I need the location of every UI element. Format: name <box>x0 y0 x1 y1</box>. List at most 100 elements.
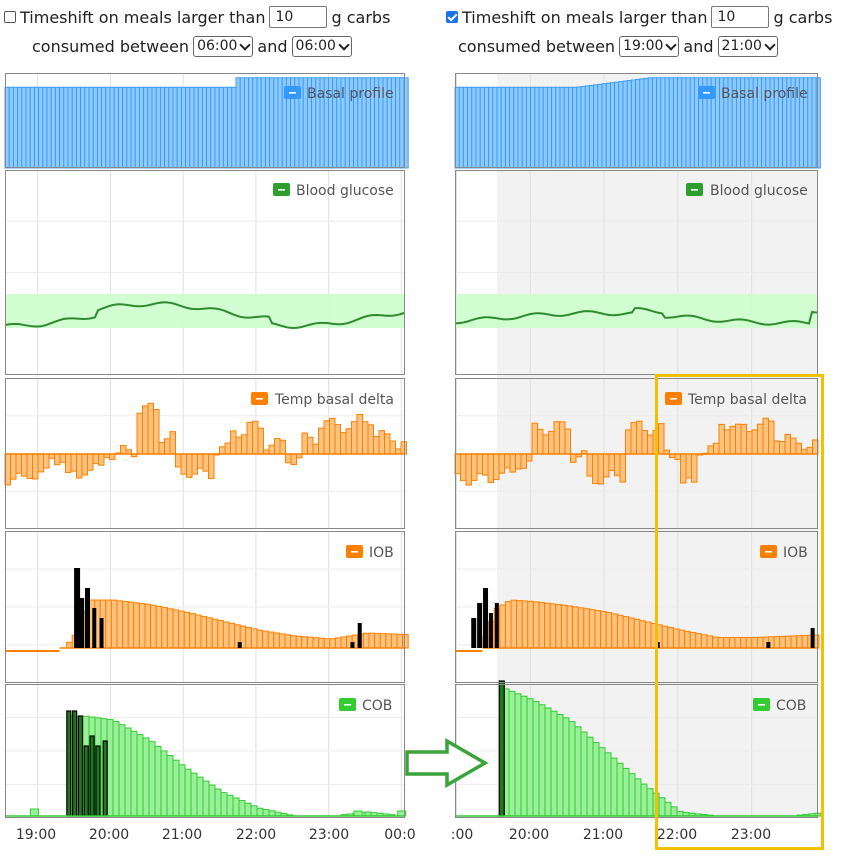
iob-bar <box>390 633 398 649</box>
iob-bar <box>194 614 202 649</box>
left-chart <box>4 73 409 818</box>
basal-bar <box>21 86 27 169</box>
right-legend-cob[interactable]: COB <box>753 698 806 714</box>
cob-bar <box>646 788 654 817</box>
basal-bar <box>660 77 666 169</box>
basal-bar <box>483 86 490 169</box>
iob-bar <box>577 607 585 649</box>
panel-border <box>455 531 818 683</box>
cob-bar <box>196 776 204 817</box>
basal-bar <box>227 86 233 169</box>
temp-basal-bar <box>109 453 116 461</box>
temp-basal-bar <box>142 405 149 455</box>
iob-bar <box>532 601 540 649</box>
cob-bar <box>154 745 162 817</box>
right-to-select[interactable]: 21:00 <box>717 36 778 57</box>
left-threshold-input[interactable]: 10 <box>269 6 328 28</box>
bg-line <box>455 307 819 326</box>
temp-basal-bar <box>570 453 577 463</box>
cob-bar <box>268 810 276 817</box>
iob-bar <box>560 604 568 649</box>
basal-bar <box>534 86 540 169</box>
x-tick-label: 22:00 <box>236 827 276 843</box>
basal-bar <box>88 86 94 169</box>
basal-bar <box>811 77 817 169</box>
left-from-select[interactable]: 06:00 <box>193 36 254 57</box>
left-legend-iob[interactable]: IOB <box>346 545 394 561</box>
basal-bar <box>17 86 23 169</box>
temp-basal-bar <box>329 417 336 455</box>
x-tick-label: 00:0 <box>384 827 415 843</box>
basal-bar <box>580 85 586 169</box>
temp-basal-bar <box>147 402 154 455</box>
iob-bar <box>133 602 140 649</box>
left-label-after: g carbs <box>331 7 391 27</box>
left-legend-temp[interactable]: Temp basal delta <box>251 392 394 408</box>
left-x-axis: 19:00 20:00 21:00 22:00 23:00 00:0 <box>16 827 416 843</box>
iob-bar <box>672 628 680 649</box>
iob-bar <box>695 633 702 649</box>
left-legend-basal[interactable]: Basal profile <box>284 86 394 102</box>
iob-bar <box>267 631 275 649</box>
iob-bar <box>756 636 764 649</box>
left-to-select[interactable]: 06:00 <box>291 36 352 57</box>
temp-basal-bar <box>746 431 753 455</box>
basal-bar <box>488 86 494 169</box>
right-and-label: and <box>683 37 714 56</box>
temp-basal-bar <box>564 428 571 455</box>
cob-bar <box>214 788 222 817</box>
cob-meal-bar <box>77 715 84 817</box>
basal-bar <box>693 77 700 169</box>
right-arrow-icon <box>405 737 489 789</box>
basal-bar <box>542 86 548 169</box>
iob-bar <box>723 637 730 649</box>
cob-bar <box>508 690 516 817</box>
temp-basal-bar <box>356 413 363 455</box>
temp-basal-bar <box>92 453 99 465</box>
basal-bar <box>572 86 578 169</box>
temp-basal-bar <box>252 420 259 455</box>
cob-bar <box>160 750 168 817</box>
cob-bar <box>220 792 228 817</box>
iob-meal-bar <box>477 603 483 648</box>
right-from-select[interactable]: 19:00 <box>619 36 680 57</box>
basal-bar <box>471 86 477 169</box>
basal-bar <box>277 77 283 169</box>
left-legend-bg[interactable]: Blood glucose <box>273 183 394 199</box>
basal-bar <box>677 77 683 169</box>
basal-bar <box>117 86 124 169</box>
temp-basal-bar <box>351 421 358 455</box>
temp-basal-bar <box>169 431 176 455</box>
temp-basal-bar <box>290 453 297 465</box>
temp-basal-bar <box>32 453 39 480</box>
iob-meal-bar <box>483 588 489 648</box>
temp-basal-bar <box>460 453 467 481</box>
iob-bar <box>138 603 146 649</box>
temp-basal-bar <box>493 453 500 481</box>
basal-bar <box>256 77 262 169</box>
right-threshold-input[interactable]: 10 <box>711 6 770 28</box>
basal-bar <box>252 77 258 169</box>
temp-basal-bar <box>235 436 242 455</box>
temp-basal-bar <box>740 423 747 455</box>
right-legend-temp[interactable]: Temp basal delta <box>665 392 807 408</box>
right-legend-basal[interactable]: Basal profile <box>698 86 808 102</box>
temp-basal-bar <box>230 430 237 455</box>
left-timeshift-checkbox[interactable] <box>4 11 16 23</box>
right-legend-bg[interactable]: Blood glucose <box>686 183 808 199</box>
right-timeshift-checkbox[interactable] <box>446 11 458 23</box>
temp-basal-bar <box>340 431 347 455</box>
iob-bar <box>155 605 163 649</box>
basal-bar <box>601 83 607 169</box>
iob-bar <box>700 634 708 649</box>
temp-basal-bar <box>674 453 681 461</box>
basal-bar <box>113 86 119 169</box>
right-label-between: consumed between <box>458 37 616 56</box>
panel-border <box>455 378 818 529</box>
right-legend-iob[interactable]: IOB <box>760 545 808 561</box>
left-legend-cob[interactable]: COB <box>339 698 392 714</box>
left-legend-basal-label: Basal profile <box>307 86 394 102</box>
temp-basal-bar <box>619 453 626 483</box>
iob-bar <box>318 637 325 649</box>
temp-basal-bar <box>59 453 66 463</box>
